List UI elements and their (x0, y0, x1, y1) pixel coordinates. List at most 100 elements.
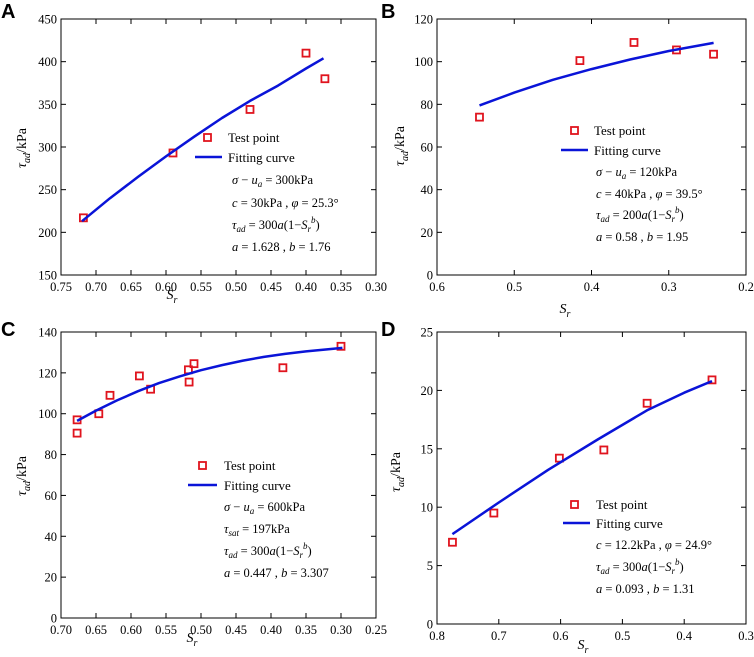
y-tick-label-c: 0 (51, 612, 57, 626)
x-tick-label-d: 0.5 (615, 629, 631, 643)
x-tick-label-c: 0.45 (225, 623, 247, 637)
legend-curve-label-b: Fitting curve (594, 143, 661, 158)
test-point-b (629, 38, 639, 47)
axes-a: 0.75 0.70 0.65 0.60 0.55 0.50 0.45 0.40 0.35 0.30… (38, 13, 387, 295)
annotation-c-2: τsat = 197kPa (224, 522, 290, 538)
x-tick-label-d: 0.4 (676, 629, 692, 643)
legend-marker-d (570, 500, 579, 509)
x-tick-label-a: 0.40 (295, 280, 317, 294)
x-tick-label-c: 0.70 (50, 623, 72, 637)
test-point-d (599, 445, 609, 455)
fitting-curve-c (76, 346, 343, 422)
legend-points-label-c: Test point (224, 458, 276, 473)
legend-marker-a (203, 133, 212, 142)
x-tick-label-a: 0.50 (225, 280, 247, 294)
x-tick-label-a: 0.30 (365, 280, 387, 294)
y-tick-label-a: 300 (38, 141, 57, 155)
annotation-b-3: τad = 200a(1−Srb) (596, 205, 684, 224)
x-tick-label-a: 0.35 (330, 280, 352, 294)
legend-points-label-a: Test point (228, 130, 280, 145)
plot-area-a (79, 48, 330, 223)
legend-curve-label-d: Fitting curve (596, 516, 663, 531)
y-tick-label-b: 100 (414, 55, 433, 69)
x-tick-label-b: 0.4 (584, 280, 600, 294)
x-tick-label-d: 0.7 (491, 629, 507, 643)
y-tick-label-a: 350 (38, 98, 57, 112)
y-tick-label-b: 40 (421, 183, 434, 197)
y-tick-label-d: 25 (421, 326, 434, 340)
y-tick-label-a: 400 (38, 55, 57, 69)
panel-letter-b: B (381, 1, 395, 23)
annotation-d-3: a = 0.093 , b = 1.31 (596, 582, 695, 596)
x-tick-label-d: 0.3 (738, 629, 754, 643)
y-tick-label-c: 140 (38, 326, 57, 340)
legend-marker-b (570, 126, 579, 135)
x-axis-title-a: Sr (167, 288, 178, 306)
x-tick-label-c: 0.65 (85, 623, 107, 637)
test-point-c (134, 371, 144, 381)
legend-curve-label-a: Fitting curve (228, 150, 295, 165)
y-tick-label-a: 200 (38, 226, 57, 240)
y-tick-label-c: 80 (45, 448, 58, 462)
annotation-d-2: τad = 300a(1−Srb) (596, 557, 684, 576)
panel-b: B 0.6 0.5 0.4 0.3 0.2 0 20 40 60 80 100 120 Test po… (381, 1, 754, 320)
y-tick-label-d: 20 (421, 384, 434, 398)
annotation-a-2: c = 30kPa , φ = 25.3° (232, 196, 339, 210)
y-tick-label-d: 15 (421, 442, 434, 456)
y-tick-label-d: 10 (421, 501, 434, 515)
annotation-b-2: c = 40kPa , φ = 39.5° (596, 187, 703, 201)
annotation-a-1: σ − ua = 300kPa (232, 173, 313, 189)
annotation-c-4: a = 0.447 , b = 3.307 (224, 566, 329, 580)
annotation-b-4: a = 0.58 , b = 1.95 (596, 230, 688, 244)
fitting-curve-a (81, 57, 325, 223)
test-point-b (575, 56, 585, 65)
x-tick-label-c: 0.25 (365, 623, 387, 637)
x-tick-label-d: 0.8 (429, 629, 445, 643)
y-axis-title-c: τad/kPa (15, 455, 33, 496)
y-tick-label-a: 250 (38, 183, 57, 197)
y-tick-label-c: 60 (45, 489, 58, 503)
x-tick-label-c: 0.30 (330, 623, 352, 637)
test-point-b (475, 112, 484, 122)
test-point-b (709, 49, 718, 59)
y-tick-label-c: 100 (38, 407, 57, 421)
plot-area-d (448, 375, 717, 547)
x-tick-label-c: 0.55 (155, 623, 177, 637)
test-point-d (448, 537, 457, 547)
x-tick-label-d: 0.6 (553, 629, 569, 643)
plot-area-b (475, 38, 718, 122)
annotation-c-3: τad = 300a(1−Srb) (224, 541, 312, 560)
plot-frame-d (436, 331, 747, 625)
y-tick-label-d: 5 (427, 559, 433, 573)
x-tick-label-a: 0.55 (190, 280, 212, 294)
y-tick-label-a: 450 (38, 13, 57, 27)
annotation-a-3: τad = 300a(1−Srb) (232, 215, 320, 234)
axes-b: 0.6 0.5 0.4 0.3 0.2 0 20 40 60 80 100 120 (414, 13, 754, 295)
x-tick-label-c: 0.35 (295, 623, 317, 637)
axes-c: 0.70 0.65 0.60 0.55 0.50 0.45 0.40 0.35 0.30 0.25… (38, 326, 387, 638)
y-tick-label-b: 0 (427, 269, 433, 283)
x-tick-label-b: 0.5 (506, 280, 522, 294)
test-point-c (184, 377, 194, 387)
y-tick-label-d: 0 (427, 618, 433, 632)
y-tick-label-c: 120 (38, 366, 57, 380)
annotation-a-4: a = 1.628 , b = 1.76 (232, 240, 331, 254)
legend-points-label-b: Test point (594, 123, 646, 138)
x-tick-label-c: 0.40 (260, 623, 282, 637)
test-point-c (72, 428, 82, 438)
x-tick-label-b: 0.3 (661, 280, 677, 294)
y-axis-title-d: τad/kPa (389, 451, 407, 492)
x-axis-title-b: Sr (560, 302, 571, 320)
y-axis-title-b: τad/kPa (393, 125, 411, 166)
x-axis-title-c: Sr (187, 631, 198, 649)
x-tick-label-c: 0.50 (190, 623, 212, 637)
x-tick-label-a: 0.75 (50, 280, 72, 294)
panel-a: A 0.75 0.70 0.65 0.60 0.55 0.50 0.45 0.40 0.35 0.… (1, 1, 387, 306)
y-tick-label-b: 60 (421, 141, 434, 155)
plot-frame-b (436, 18, 747, 276)
x-tick-label-a: 0.60 (155, 280, 177, 294)
x-tick-label-a: 0.45 (260, 280, 282, 294)
plot-area-c (72, 341, 346, 438)
y-tick-label-c: 20 (45, 571, 58, 585)
